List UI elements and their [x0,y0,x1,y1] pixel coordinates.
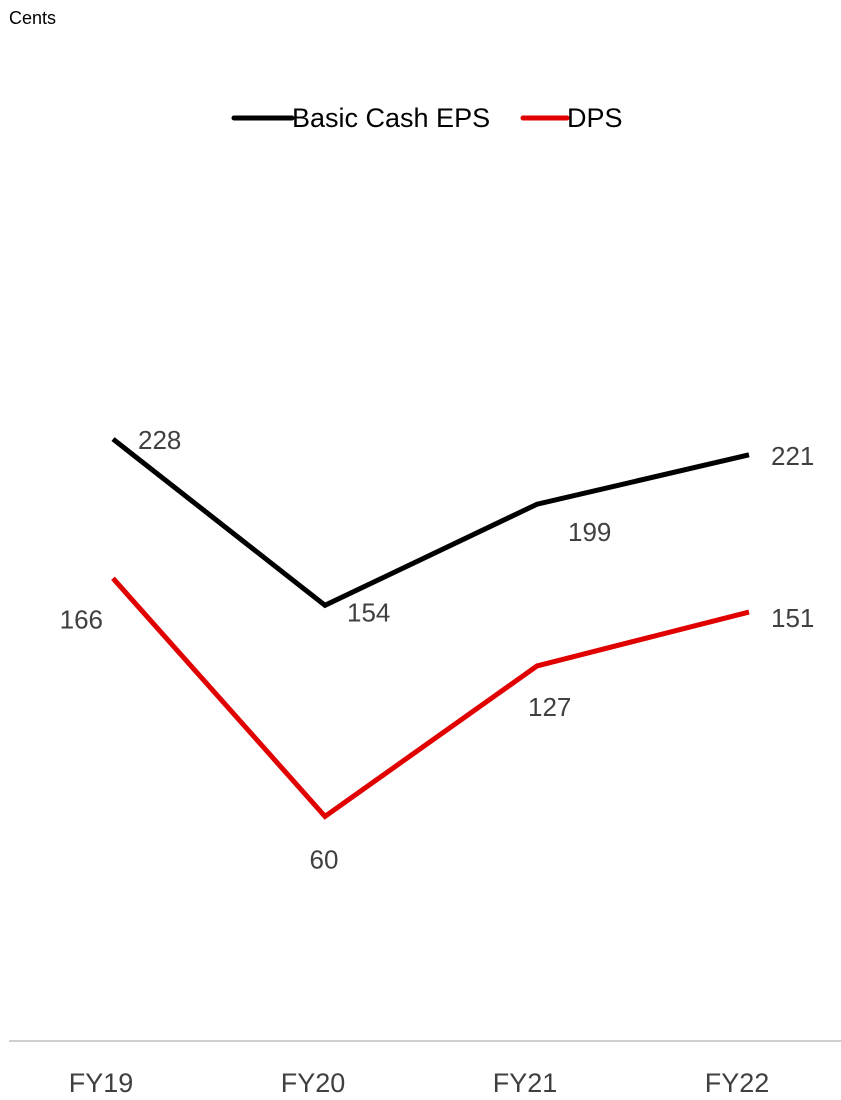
data-label-dps-fy19: 166 [60,604,103,634]
data-label-dps-fy20: 60 [310,844,339,874]
data-label-layer: 228 154 199 221 166 60 127 151 [60,425,815,874]
series-line-dps [111,576,750,820]
x-tick-label-fy19: FY19 [69,1068,134,1098]
data-label-basic-cash-eps-fy20: 154 [347,597,390,627]
data-label-dps-fy22: 151 [771,603,814,633]
data-label-dps-fy21: 127 [528,692,571,722]
x-tick-label-fy21: FY21 [493,1068,558,1098]
x-tick-label-fy20: FY20 [281,1068,346,1098]
y-unit-label: Cents [9,8,56,28]
data-label-basic-cash-eps-fy21: 199 [568,517,611,547]
series-line-basic-cash-eps [111,437,750,609]
x-axis-ticks: FY19 FY20 FY21 FY22 [69,1068,770,1098]
data-label-basic-cash-eps-fy19: 228 [138,425,181,455]
x-tick-label-fy22: FY22 [705,1068,770,1098]
legend-label-basic-cash-eps: Basic Cash EPS [292,103,490,133]
legend-label-dps: DPS [567,103,623,133]
legend: Basic Cash EPS DPS [231,103,623,133]
data-label-basic-cash-eps-fy22: 221 [771,441,814,471]
series-layer [111,437,750,820]
